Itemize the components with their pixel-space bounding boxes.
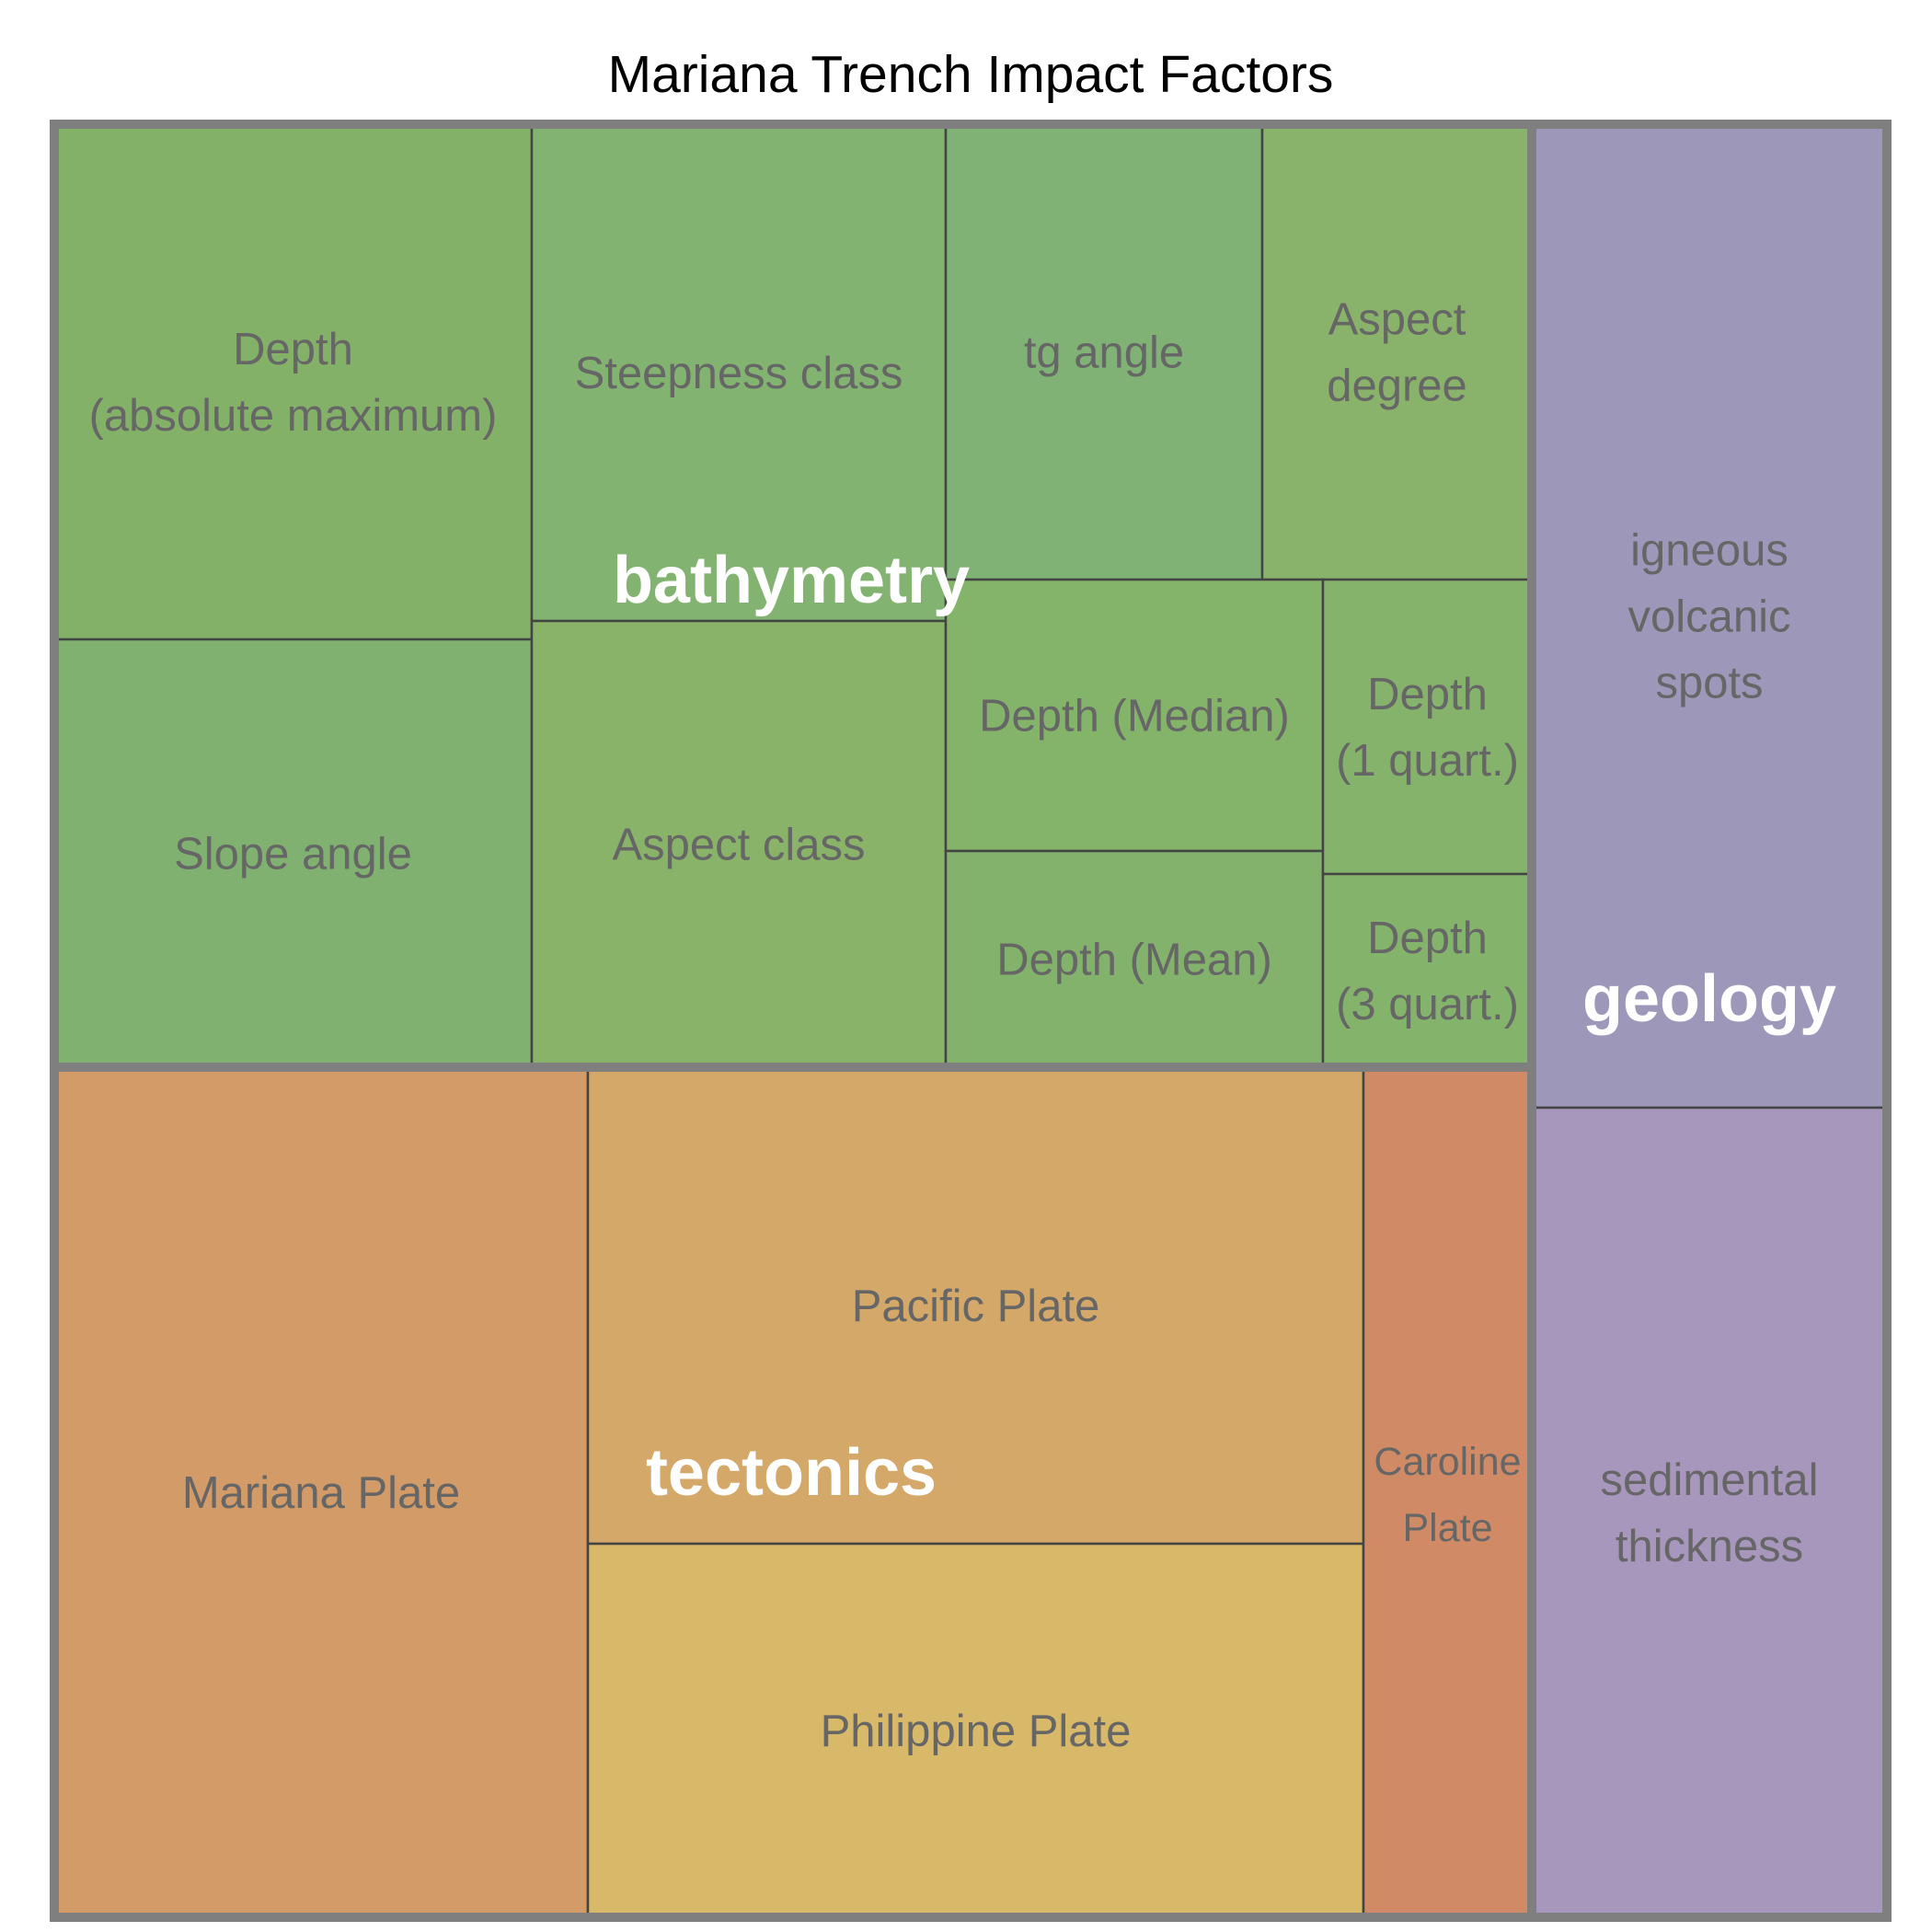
tile-label-depth-1-quart: Depth (1 quart.) <box>1336 670 1519 786</box>
tile-label-depth-median: Depth (Median) <box>979 692 1290 742</box>
tile-label-depth-absolute-maximum: Depth (absolute maximum) <box>89 325 498 441</box>
tile-aspect-degree <box>1260 122 1534 581</box>
tile-depth-mean <box>944 849 1325 1069</box>
tile-pacific-plate <box>586 1065 1365 1546</box>
group-label-bathymetry: bathymetry <box>613 544 970 617</box>
tile-tg-angle <box>944 122 1264 581</box>
tile-aspect-class <box>530 619 948 1069</box>
tile-label-aspect-class: Aspect class <box>612 821 865 870</box>
tile-label-mariana-plate: Mariana Plate <box>182 1468 460 1518</box>
tile-mariana-plate <box>52 1065 590 1919</box>
tile-label-caroline-plate: Caroline Plate <box>1374 1440 1521 1550</box>
tile-label-sedimental-thickness: sedimental thickness <box>1601 1455 1819 1571</box>
treemap-tiles: Depth (absolute maximum) Slope angle Steepn… <box>52 122 1889 1919</box>
tile-label-depth-3-quart: Depth (3 quart.) <box>1336 914 1519 1029</box>
tile-depth-3-quart <box>1321 872 1534 1069</box>
group-label-geology: geology <box>1582 962 1836 1036</box>
tile-label-philippine-plate: Philippine Plate <box>821 1707 1132 1756</box>
tile-philippine-plate <box>586 1542 1365 1919</box>
group-border-geology <box>1527 120 1892 1922</box>
tile-igneous-volcanic-spots <box>1530 122 1889 1110</box>
tile-depth-1-quart <box>1321 578 1534 876</box>
tile-label-pacific-plate: Pacific Plate <box>852 1282 1100 1331</box>
chart-title: Mariana Trench Impact Factors <box>608 45 1334 104</box>
tile-label-tg-angle: tg angle <box>1024 328 1184 378</box>
group-label-tectonics: tectonics <box>646 1436 937 1510</box>
tile-label-slope-angle: Slope angle <box>174 830 412 880</box>
tile-caroline-plate <box>1362 1065 1534 1919</box>
tile-label-igneous-volcanic-spots: igneous volcanic spots <box>1627 526 1790 708</box>
tile-sedimental-thickness <box>1530 1106 1889 1919</box>
tile-label-steepness-class: Steepness class <box>575 349 903 398</box>
tile-depth-absolute-maximum <box>52 122 534 641</box>
tile-label-depth-mean: Depth (Mean) <box>996 936 1272 985</box>
tile-label-aspect-degree: Aspect degree <box>1327 295 1467 411</box>
tile-depth-median <box>944 578 1325 853</box>
treemap-groups: bathymetry tectonics geology <box>50 120 1892 1922</box>
